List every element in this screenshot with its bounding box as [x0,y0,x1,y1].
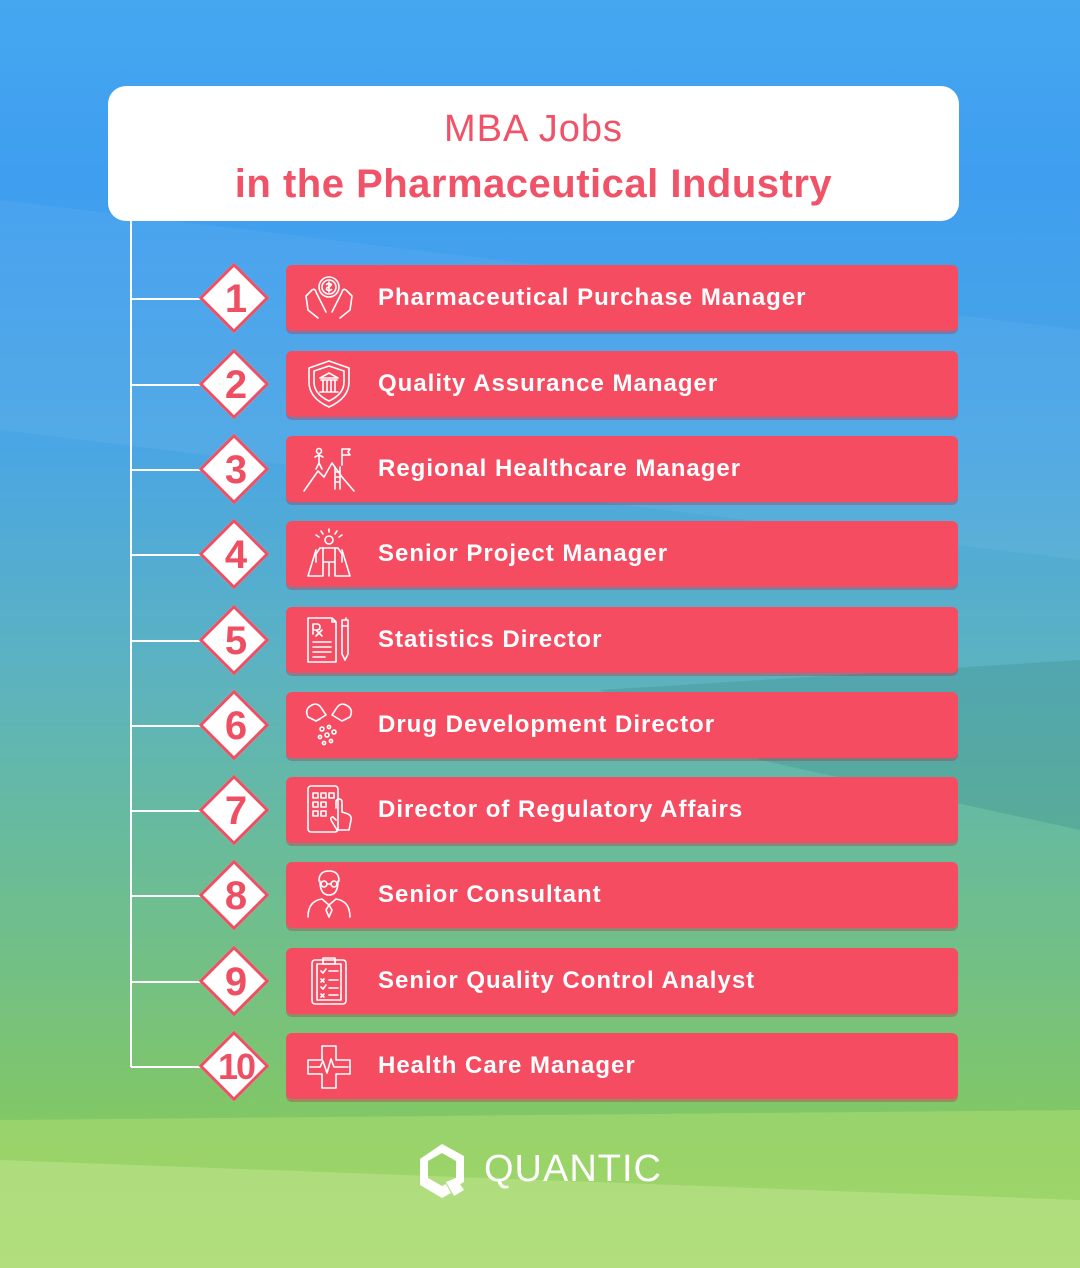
prescription-pen-icon [307,617,349,663]
superhero-icon [307,528,351,577]
brand-name: QUANTIC [484,1148,662,1190]
job-number: 8 [224,874,248,918]
job-number: 10 [217,1046,256,1087]
job-item: 4 Senior Project Manager [0,518,1080,591]
mountain-flag-icon [303,447,355,492]
connector-line [131,384,203,386]
connector-line [131,554,203,556]
job-number: 1 [224,277,248,321]
connector-line [131,640,203,642]
job-title: Quality Assurance Manager [378,370,719,397]
job-number: 7 [224,789,248,833]
job-title: Senior Consultant [378,881,602,908]
job-bar: Health Care Manager [286,1033,958,1099]
job-title: Regional Healthcare Manager [378,455,742,482]
pills-icon [305,703,353,746]
job-bar: Regional Healthcare Manager [286,436,958,502]
job-bar: Senior Quality Control Analyst [286,948,958,1014]
job-title: Statistics Director [378,626,603,653]
job-bar: Director of Regulatory Affairs [286,777,958,843]
job-bar: Drug Development Director [286,692,958,758]
job-title: Health Care Manager [378,1052,636,1079]
job-number: 6 [224,704,248,748]
job-item: 8 Senior Consultant [0,859,1080,932]
job-number: 9 [224,960,248,1004]
page-title: MBA Jobs [443,108,624,150]
job-item: 7 Director of Regulatory Affairs [0,774,1080,847]
connector-line [131,469,203,471]
connector-line [131,981,203,983]
page-subtitle: in the Pharmaceutical Industry [234,162,833,206]
job-title: Senior Project Manager [378,540,669,567]
medical-cross-icon [307,1045,351,1089]
clipboard-checklist-icon [311,957,347,1005]
job-item: 6 Drug Development Director [0,689,1080,762]
job-number: 3 [224,448,248,492]
connector-line [131,725,203,727]
job-item: 5 Statistics Director [0,604,1080,677]
consultant-icon [307,870,351,918]
money-hands-icon [305,276,353,319]
job-title: Pharmaceutical Purchase Manager [378,284,807,311]
connector-line [131,895,203,897]
brand-logo: QUANTIC [416,1142,676,1202]
job-number: 5 [224,619,248,663]
job-bar: Senior Consultant [286,862,958,928]
job-title: Drug Development Director [378,711,716,738]
job-item: 2 Quality Assurance Manager [0,348,1080,421]
connector-line [131,810,203,812]
job-item: 1 Pharmaceutical Purchase Manager [0,262,1080,335]
job-title: Senior Quality Control Analyst [378,967,756,994]
shield-bank-icon [308,360,350,408]
tablet-touch-icon [307,785,352,833]
job-bar: Quality Assurance Manager [286,351,958,417]
connector-line [131,1066,203,1068]
job-number: 2 [224,363,248,407]
job-item: 9 Senior Quality Control Analyst [0,945,1080,1018]
job-bar: Statistics Director [286,607,958,673]
title-card: MBA Jobs in the Pharmaceutical Industry [108,86,959,221]
quantic-logo-icon [420,1144,464,1198]
job-item: 10 Health Care Manager [0,1030,1080,1103]
job-item: 3 Regional Healthcare Manager [0,433,1080,506]
job-bar: Senior Project Manager [286,521,958,587]
job-bar: Pharmaceutical Purchase Manager [286,265,958,331]
job-title: Director of Regulatory Affairs [378,796,744,823]
connector-line [131,298,203,300]
timeline-line [130,221,132,1067]
job-number: 4 [224,533,248,577]
